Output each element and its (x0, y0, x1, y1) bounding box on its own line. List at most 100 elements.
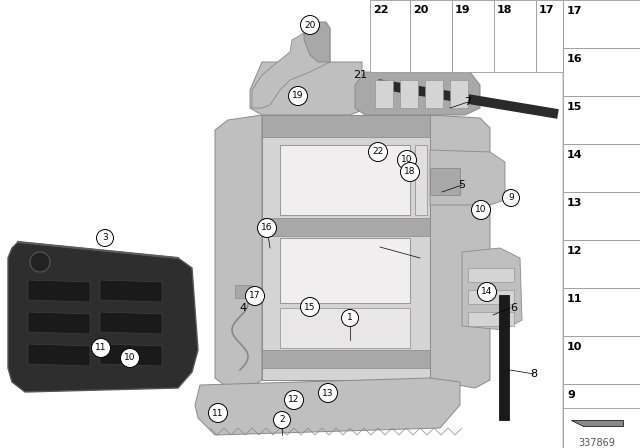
Bar (563, 336, 640, 384)
Bar (563, 384, 640, 432)
Text: 8: 8 (531, 369, 538, 379)
Bar (563, 192, 640, 240)
Bar (262, 115, 430, 137)
Text: 10: 10 (401, 155, 413, 164)
Text: 22: 22 (373, 5, 388, 15)
Text: 6: 6 (511, 303, 518, 313)
Bar (452, 0, 494, 72)
Text: 12: 12 (567, 246, 582, 256)
Text: 10: 10 (567, 342, 582, 352)
Bar (280, 308, 410, 348)
Text: 19: 19 (292, 91, 304, 100)
Bar (468, 268, 514, 282)
Text: 2: 2 (279, 415, 285, 425)
Text: 13: 13 (323, 388, 333, 397)
Bar (450, 80, 468, 108)
Bar (563, 288, 640, 336)
Bar (400, 80, 418, 108)
Bar (280, 145, 410, 215)
Text: 15: 15 (304, 302, 316, 311)
Text: 10: 10 (476, 206, 487, 215)
Circle shape (472, 201, 490, 220)
Bar (563, 48, 640, 96)
Text: 337869: 337869 (579, 438, 616, 448)
Text: 22: 22 (372, 147, 383, 156)
Bar (563, 0, 640, 48)
Circle shape (301, 297, 319, 316)
Bar (563, 144, 640, 192)
Circle shape (30, 252, 50, 272)
Bar (563, 408, 640, 448)
Circle shape (369, 142, 387, 161)
Bar (262, 218, 430, 236)
Circle shape (301, 16, 319, 34)
Text: 12: 12 (288, 396, 300, 405)
Polygon shape (28, 280, 90, 302)
Polygon shape (250, 62, 370, 115)
Text: 17: 17 (249, 292, 260, 301)
Polygon shape (430, 168, 460, 195)
Polygon shape (355, 72, 480, 115)
Circle shape (285, 391, 303, 409)
Text: 20: 20 (413, 5, 428, 15)
Polygon shape (195, 378, 460, 435)
Polygon shape (215, 115, 262, 388)
Polygon shape (462, 248, 522, 330)
Circle shape (401, 163, 419, 181)
Text: 15: 15 (567, 102, 582, 112)
Text: 14: 14 (481, 288, 493, 297)
Bar (262, 350, 430, 368)
Text: 9: 9 (508, 194, 514, 202)
Text: 7: 7 (465, 97, 472, 107)
Bar (563, 96, 640, 144)
Text: 21: 21 (353, 70, 367, 80)
Polygon shape (430, 150, 505, 205)
Text: 4: 4 (239, 303, 246, 313)
Text: 11: 11 (212, 409, 224, 418)
Text: 10: 10 (124, 353, 136, 362)
Polygon shape (571, 420, 623, 426)
Bar (375, 80, 393, 108)
Text: 16: 16 (261, 224, 273, 233)
Circle shape (257, 219, 276, 237)
Circle shape (502, 190, 520, 207)
Circle shape (273, 412, 291, 428)
Circle shape (246, 287, 264, 306)
Bar (410, 0, 452, 72)
Polygon shape (262, 115, 430, 380)
Polygon shape (304, 22, 330, 62)
Circle shape (477, 283, 497, 302)
Text: 13: 13 (567, 198, 582, 208)
Polygon shape (252, 25, 330, 108)
Circle shape (92, 339, 111, 358)
Text: 3: 3 (102, 233, 108, 242)
Polygon shape (100, 280, 162, 302)
Bar (499, 295, 509, 420)
Circle shape (397, 151, 417, 169)
Circle shape (209, 404, 227, 422)
Polygon shape (28, 344, 90, 366)
Text: 16: 16 (567, 54, 582, 64)
Polygon shape (100, 312, 162, 334)
Circle shape (319, 383, 337, 402)
Text: 14: 14 (567, 150, 582, 160)
Text: 20: 20 (304, 21, 316, 30)
Bar (468, 312, 514, 326)
Text: 1: 1 (347, 314, 353, 323)
Polygon shape (100, 344, 162, 366)
Text: 11: 11 (95, 344, 107, 353)
Text: 19: 19 (455, 5, 470, 15)
Bar (280, 238, 410, 303)
Text: 18: 18 (497, 5, 513, 15)
Bar (370, 0, 410, 72)
Text: 11: 11 (567, 294, 582, 304)
Bar (425, 80, 443, 108)
Bar (563, 240, 640, 288)
Polygon shape (8, 242, 198, 392)
Text: 9: 9 (567, 390, 575, 400)
Bar (468, 290, 514, 304)
Polygon shape (28, 312, 90, 334)
Text: 17: 17 (567, 6, 582, 16)
Circle shape (289, 86, 307, 105)
Text: 18: 18 (404, 168, 416, 177)
